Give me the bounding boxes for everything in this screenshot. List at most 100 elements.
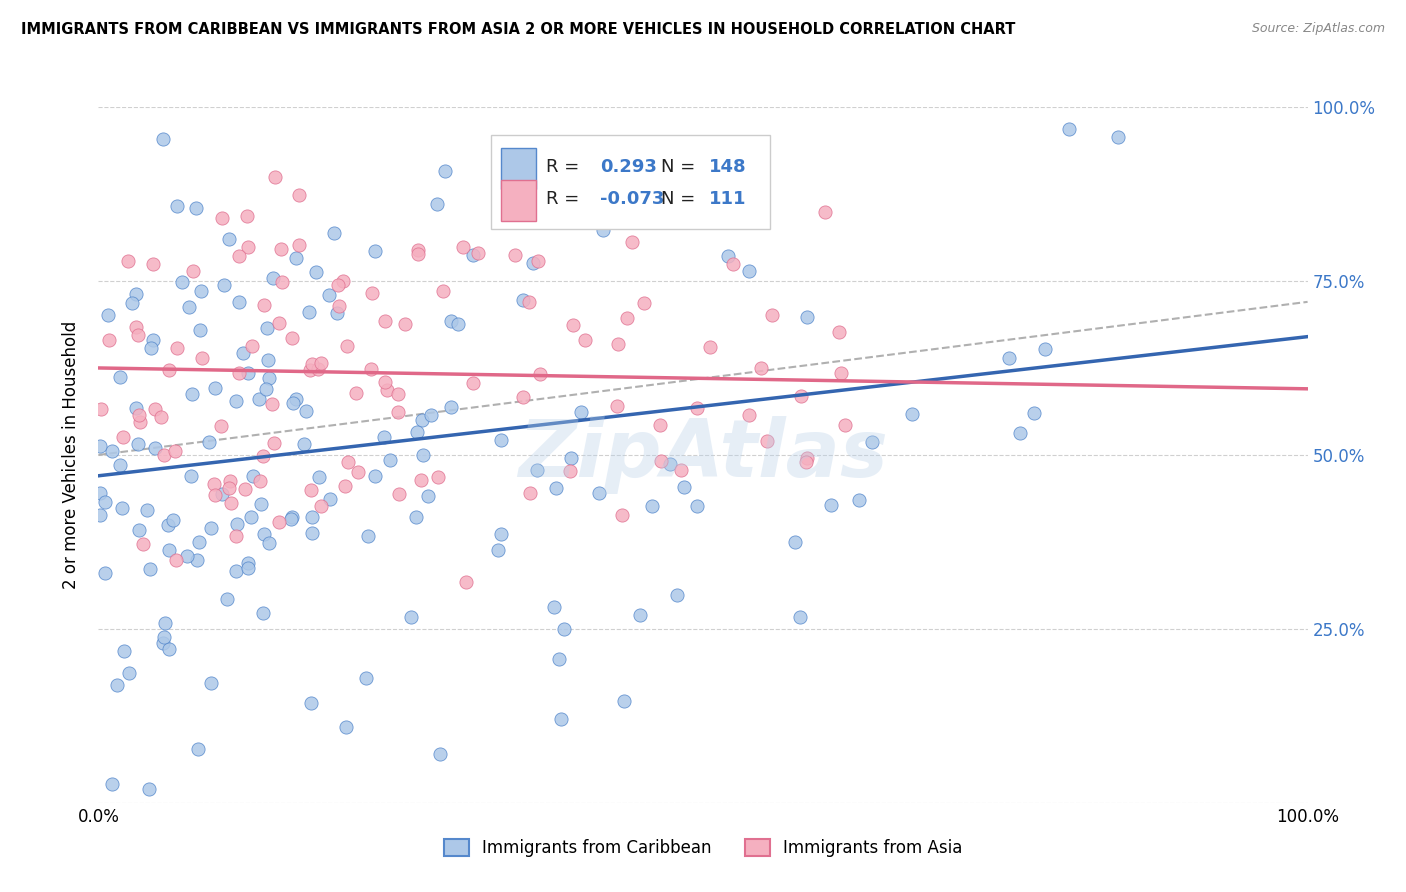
Point	[440, 400, 463, 414]
Point	[166, 199, 188, 213]
Point	[378, 453, 401, 467]
Point	[157, 642, 180, 657]
Point	[107, 678, 129, 692]
Point	[522, 256, 544, 270]
Text: ZipAtlas: ZipAtlas	[517, 416, 889, 494]
FancyBboxPatch shape	[501, 148, 536, 189]
Text: R =: R =	[546, 158, 579, 176]
Point	[613, 694, 636, 708]
Point	[375, 383, 398, 397]
Point	[153, 616, 176, 631]
Point	[267, 317, 290, 331]
Point	[686, 401, 709, 416]
Point	[307, 362, 329, 376]
Point	[527, 254, 550, 268]
Point	[335, 720, 357, 734]
Point	[176, 549, 198, 563]
Point	[364, 469, 387, 483]
Point	[108, 458, 131, 472]
Text: -0.073: -0.073	[600, 190, 665, 208]
Point	[610, 508, 633, 523]
Point	[281, 510, 304, 524]
Point	[738, 409, 761, 423]
Point	[461, 248, 484, 262]
Point	[204, 488, 226, 502]
Point	[411, 413, 433, 427]
Point	[288, 188, 311, 202]
Point	[221, 496, 243, 510]
Point	[834, 417, 856, 432]
Point	[1010, 425, 1032, 440]
Point	[454, 574, 477, 589]
Point	[127, 328, 149, 343]
Point	[673, 481, 696, 495]
Point	[190, 284, 212, 298]
Point	[249, 497, 271, 511]
Point	[225, 565, 247, 579]
Point	[228, 249, 250, 263]
Point	[512, 293, 534, 308]
Point	[432, 284, 454, 298]
Point	[658, 457, 681, 471]
Point	[188, 535, 211, 549]
Point	[284, 392, 307, 406]
Point	[548, 651, 571, 665]
Point	[162, 513, 184, 527]
Point	[486, 542, 509, 557]
Point	[517, 295, 540, 310]
Text: N =: N =	[661, 190, 695, 208]
Point	[616, 310, 638, 325]
Point	[717, 249, 740, 263]
Point	[257, 370, 280, 384]
Point	[299, 696, 322, 710]
Point	[820, 498, 842, 512]
Legend: Immigrants from Caribbean, Immigrants from Asia: Immigrants from Caribbean, Immigrants fr…	[443, 838, 963, 857]
Point	[621, 235, 644, 249]
Point	[301, 510, 323, 524]
Point	[101, 777, 124, 791]
Point	[790, 389, 813, 403]
Point	[187, 742, 209, 756]
Point	[117, 253, 139, 268]
Point	[200, 521, 222, 535]
Point	[426, 197, 449, 211]
Point	[242, 469, 264, 483]
Point	[409, 473, 432, 487]
Point	[406, 425, 429, 440]
Point	[374, 313, 396, 327]
Point	[412, 448, 434, 462]
Point	[830, 366, 852, 380]
Point	[323, 227, 346, 241]
Point	[569, 405, 592, 419]
Point	[181, 264, 204, 278]
Point	[225, 394, 247, 409]
Point	[426, 470, 449, 484]
FancyBboxPatch shape	[501, 180, 536, 221]
Point	[360, 285, 382, 300]
Point	[294, 437, 316, 451]
Point	[228, 294, 250, 309]
Point	[94, 495, 117, 509]
Point	[247, 392, 270, 406]
Text: 148: 148	[709, 158, 747, 176]
Point	[526, 463, 548, 477]
Point	[253, 298, 276, 312]
Point	[288, 237, 311, 252]
Text: 111: 111	[709, 190, 747, 208]
Point	[560, 451, 582, 466]
Point	[256, 353, 278, 368]
Point	[139, 562, 162, 576]
Point	[280, 512, 302, 526]
Point	[785, 535, 807, 549]
Point	[336, 338, 359, 352]
Point	[373, 429, 395, 443]
Point	[180, 469, 202, 483]
Point	[503, 247, 526, 261]
Text: Source: ZipAtlas.com: Source: ZipAtlas.com	[1251, 22, 1385, 36]
Point	[721, 257, 744, 271]
Point	[281, 331, 304, 345]
Point	[191, 351, 214, 365]
Point	[326, 306, 349, 320]
Point	[159, 542, 181, 557]
Point	[756, 434, 779, 448]
